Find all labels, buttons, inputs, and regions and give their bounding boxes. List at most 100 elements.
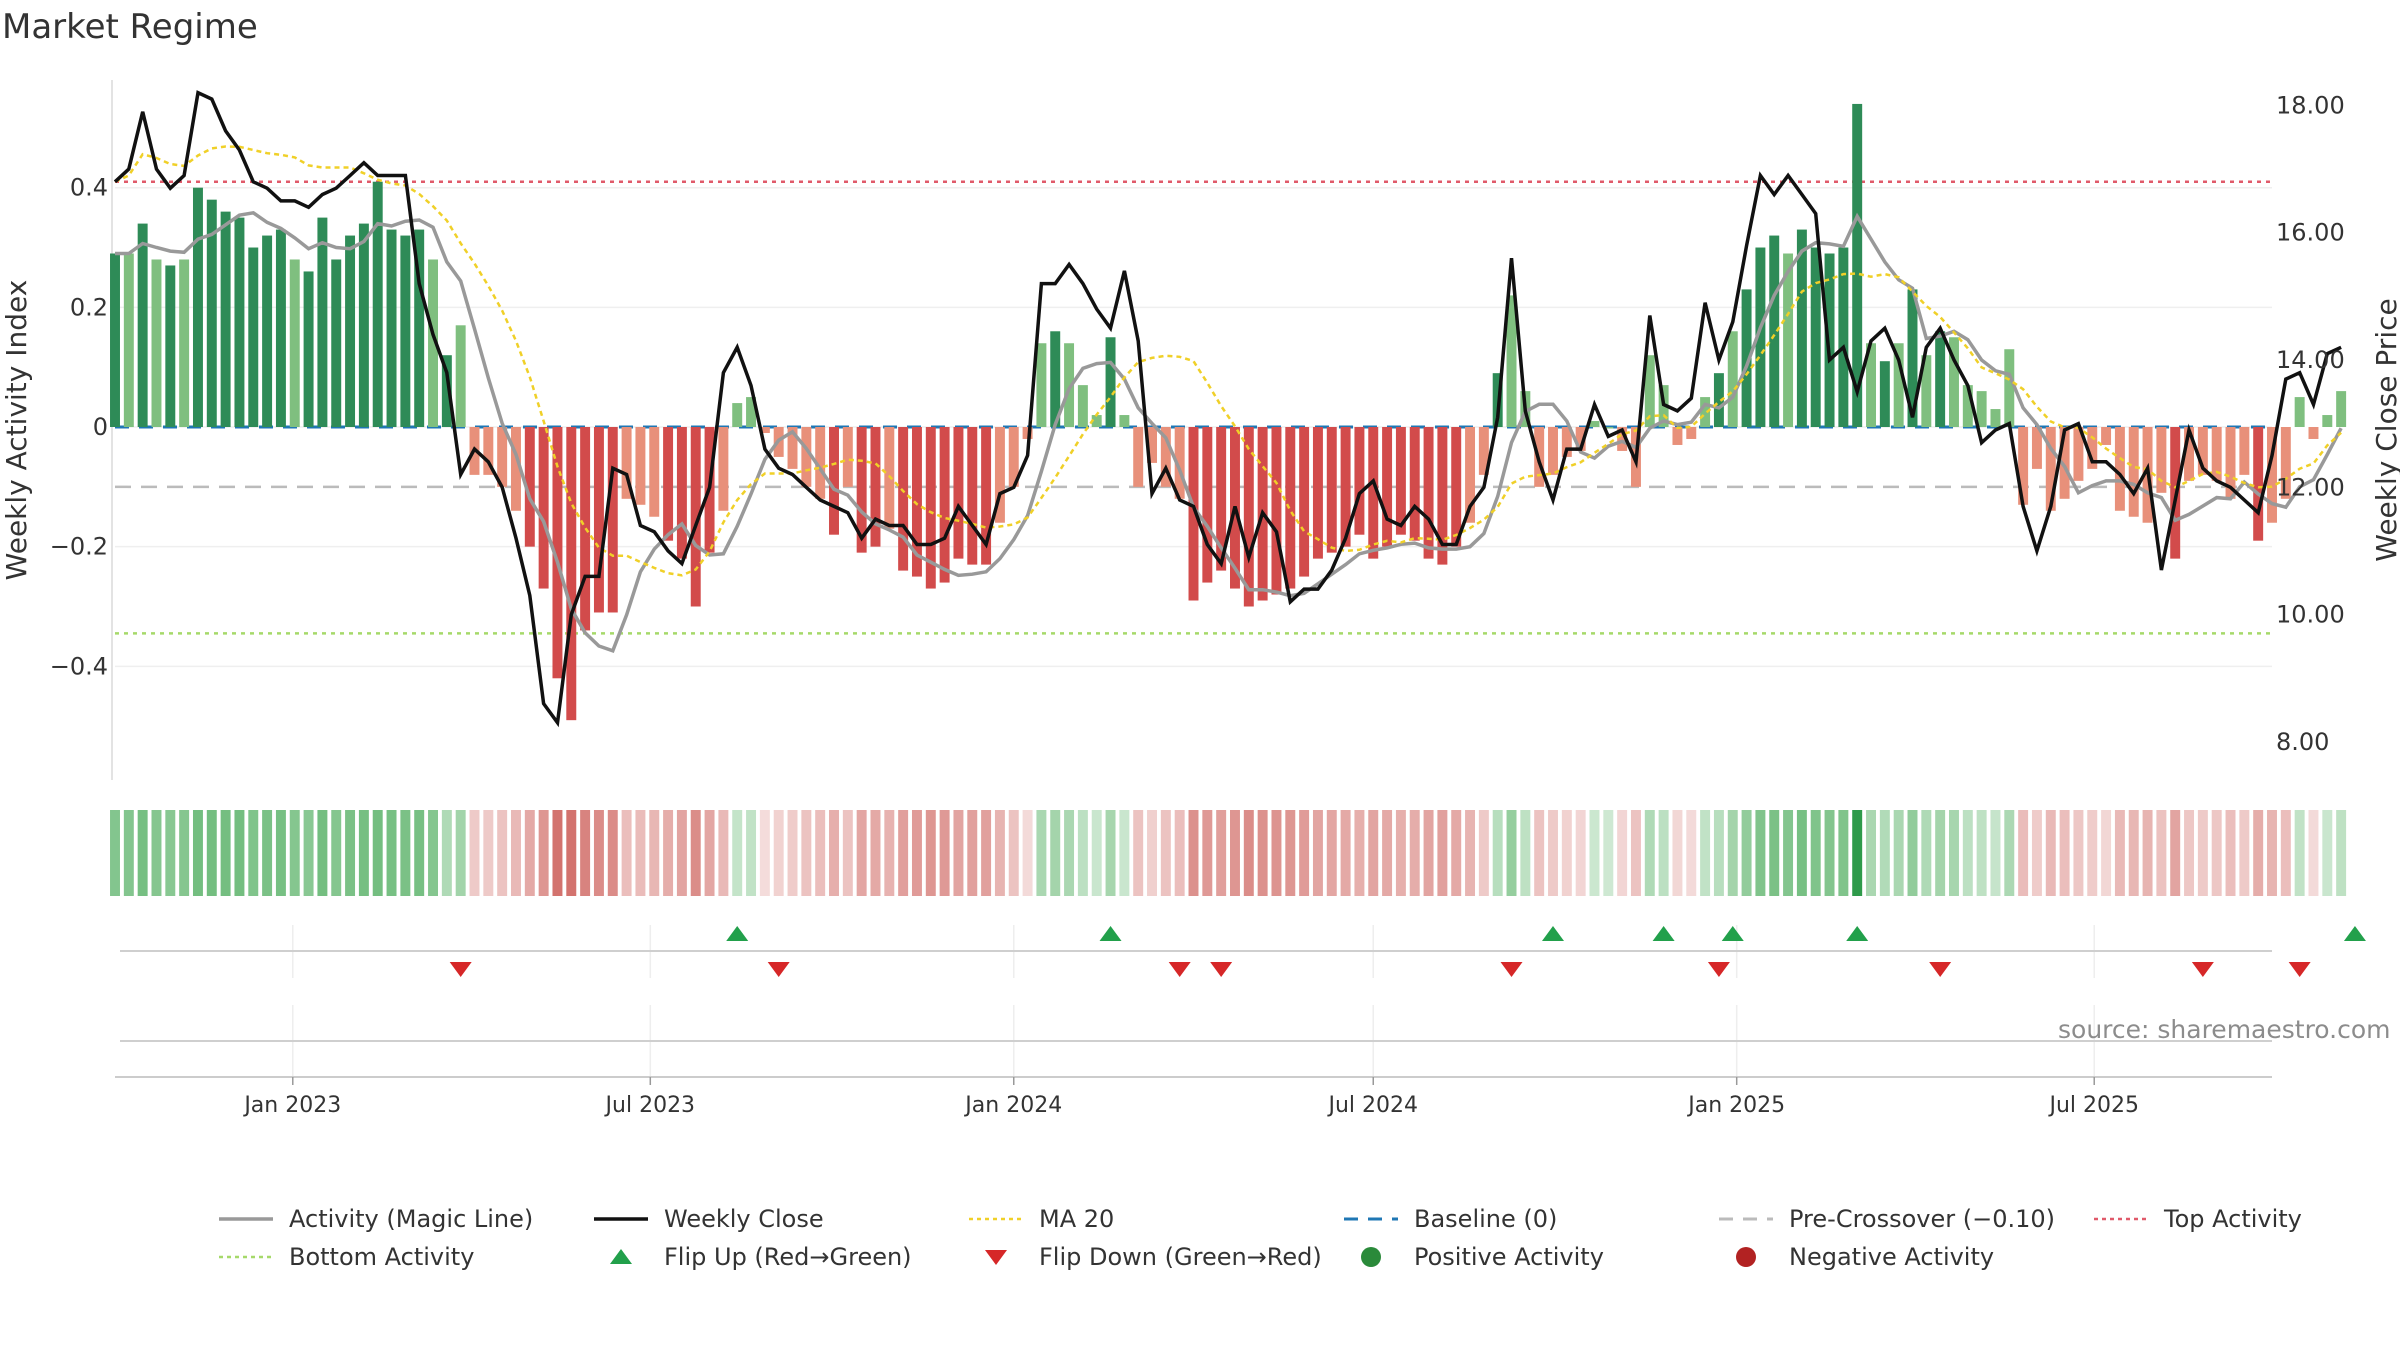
activity-bar (746, 397, 757, 428)
flip-up-marker (2343, 926, 2366, 941)
regime-strip-cell (1382, 810, 1393, 896)
activity-bar (317, 217, 328, 428)
regime-strip-cell (289, 810, 300, 896)
activity-bar (1589, 421, 1600, 428)
regime-strip-cell (759, 810, 770, 896)
activity-bar (1949, 337, 1959, 428)
activity-bar (939, 427, 950, 583)
regime-strip-cell (1907, 810, 1918, 896)
activity-bar (1160, 427, 1171, 487)
regime-strip-cell (2018, 810, 2029, 896)
regime-strip-cell (1174, 810, 1185, 896)
flip-up-marker (1846, 926, 1869, 941)
regime-strip-cell (317, 810, 328, 896)
activity-bar (1077, 385, 1088, 428)
regime-strip-cell (1243, 810, 1254, 896)
regime-strip-cell (1534, 810, 1545, 896)
regime-strip-cell (248, 810, 259, 896)
regime-strip-cell (2087, 810, 2098, 896)
activity-bar (2045, 427, 2056, 511)
regime-strip-cell (538, 810, 549, 896)
regime-strip-cell (2114, 810, 2125, 896)
regime-strip-cell (1451, 810, 1462, 896)
regime-strip-cell (981, 810, 992, 896)
y2-tick-label: 18.00 (2276, 91, 2345, 119)
legend-swatch (969, 1217, 1023, 1221)
activity-bar (428, 259, 438, 428)
x-tick-label: Jul 2023 (604, 1093, 696, 1118)
regime-strip-cell (220, 810, 231, 896)
regime-strip-cell (2184, 810, 2195, 896)
regime-strip-cell (773, 810, 784, 896)
regime-strip-cell (234, 810, 245, 896)
legend-swatch (985, 1250, 1007, 1265)
regime-strip-cell (1064, 810, 1075, 896)
regime-strip-cell (441, 810, 452, 896)
activity-bar (1548, 427, 1558, 475)
regime-strip-cell (2031, 810, 2042, 896)
activity-bar (1423, 427, 1434, 559)
activity-bar (2336, 391, 2347, 428)
activity-bar (1188, 427, 1199, 601)
activity-bar (1202, 427, 1213, 583)
regime-strip-cell (1271, 810, 1282, 896)
activity-bar (2322, 415, 2333, 428)
regime-strip-cell (566, 810, 577, 896)
flip-up-marker (1721, 926, 1744, 941)
regime-strip-cell (2156, 810, 2167, 896)
activity-bar (1312, 427, 1323, 559)
regime-strip-cell (1340, 810, 1351, 896)
legend-swatch (594, 1217, 648, 1221)
regime-strip-cell (1423, 810, 1434, 896)
regime-strip-cell (275, 810, 286, 896)
activity-bar (898, 427, 909, 571)
weekly-close-series (113, 90, 2342, 728)
regime-strip-cell (358, 810, 369, 896)
regime-strip-cell (2004, 810, 2015, 896)
regime-strip-cell (1119, 810, 1130, 896)
regime-strip-cell (1879, 810, 1890, 896)
regime-strip-cell (580, 810, 591, 896)
activity-bar (635, 427, 646, 505)
activity-bar (2294, 397, 2305, 428)
regime-strip-cell (649, 810, 660, 896)
regime-strip-cell (1561, 810, 1572, 896)
activity-bar (2156, 427, 2167, 493)
regime-strip-cell (1202, 810, 1213, 896)
activity-bar (1962, 385, 1973, 428)
activity-bar (967, 427, 978, 565)
x-tick-label: Jul 2025 (2047, 1093, 2139, 1118)
regime-strip-cell (1492, 810, 1503, 896)
activity-bar (2280, 427, 2291, 499)
regime-strip-cell (1091, 810, 1102, 896)
regime-strip-cell (1409, 810, 1420, 896)
activity-bar (358, 223, 369, 428)
activity-bar (179, 259, 190, 428)
legend-label: MA 20 (1039, 1205, 1115, 1233)
chart-title: Market Regime (2, 7, 258, 47)
legend-label: Positive Activity (1414, 1243, 1604, 1271)
activity-bar (331, 259, 342, 428)
regime-strip-cell (1727, 810, 1738, 896)
regime-strip-cell (884, 810, 895, 896)
activity-bar (1147, 427, 1157, 463)
legend-swatch (219, 1255, 273, 1259)
activity-bar (1243, 427, 1254, 607)
activity-bar (1133, 427, 1144, 487)
activity-bar (1727, 331, 1738, 428)
regime-strip-cell (2197, 810, 2208, 896)
activity-bar (2101, 427, 2112, 445)
legend-item: Flip Up (Red→Green) (590, 1241, 965, 1273)
activity-bar (1299, 427, 1310, 577)
activity-bar (483, 427, 494, 475)
activity-bar (759, 427, 770, 433)
regime-strip-cell (1216, 810, 1227, 896)
regime-strip-cell (1548, 810, 1558, 896)
activity-bar (165, 265, 176, 428)
regime-strip-cell (1022, 810, 1033, 896)
regime-strip-cell (1478, 810, 1489, 896)
activity-bar (994, 427, 1005, 523)
regime-strip-cell (1990, 810, 2001, 896)
activity-bar (829, 427, 839, 535)
regime-strip-cell (1188, 810, 1199, 896)
